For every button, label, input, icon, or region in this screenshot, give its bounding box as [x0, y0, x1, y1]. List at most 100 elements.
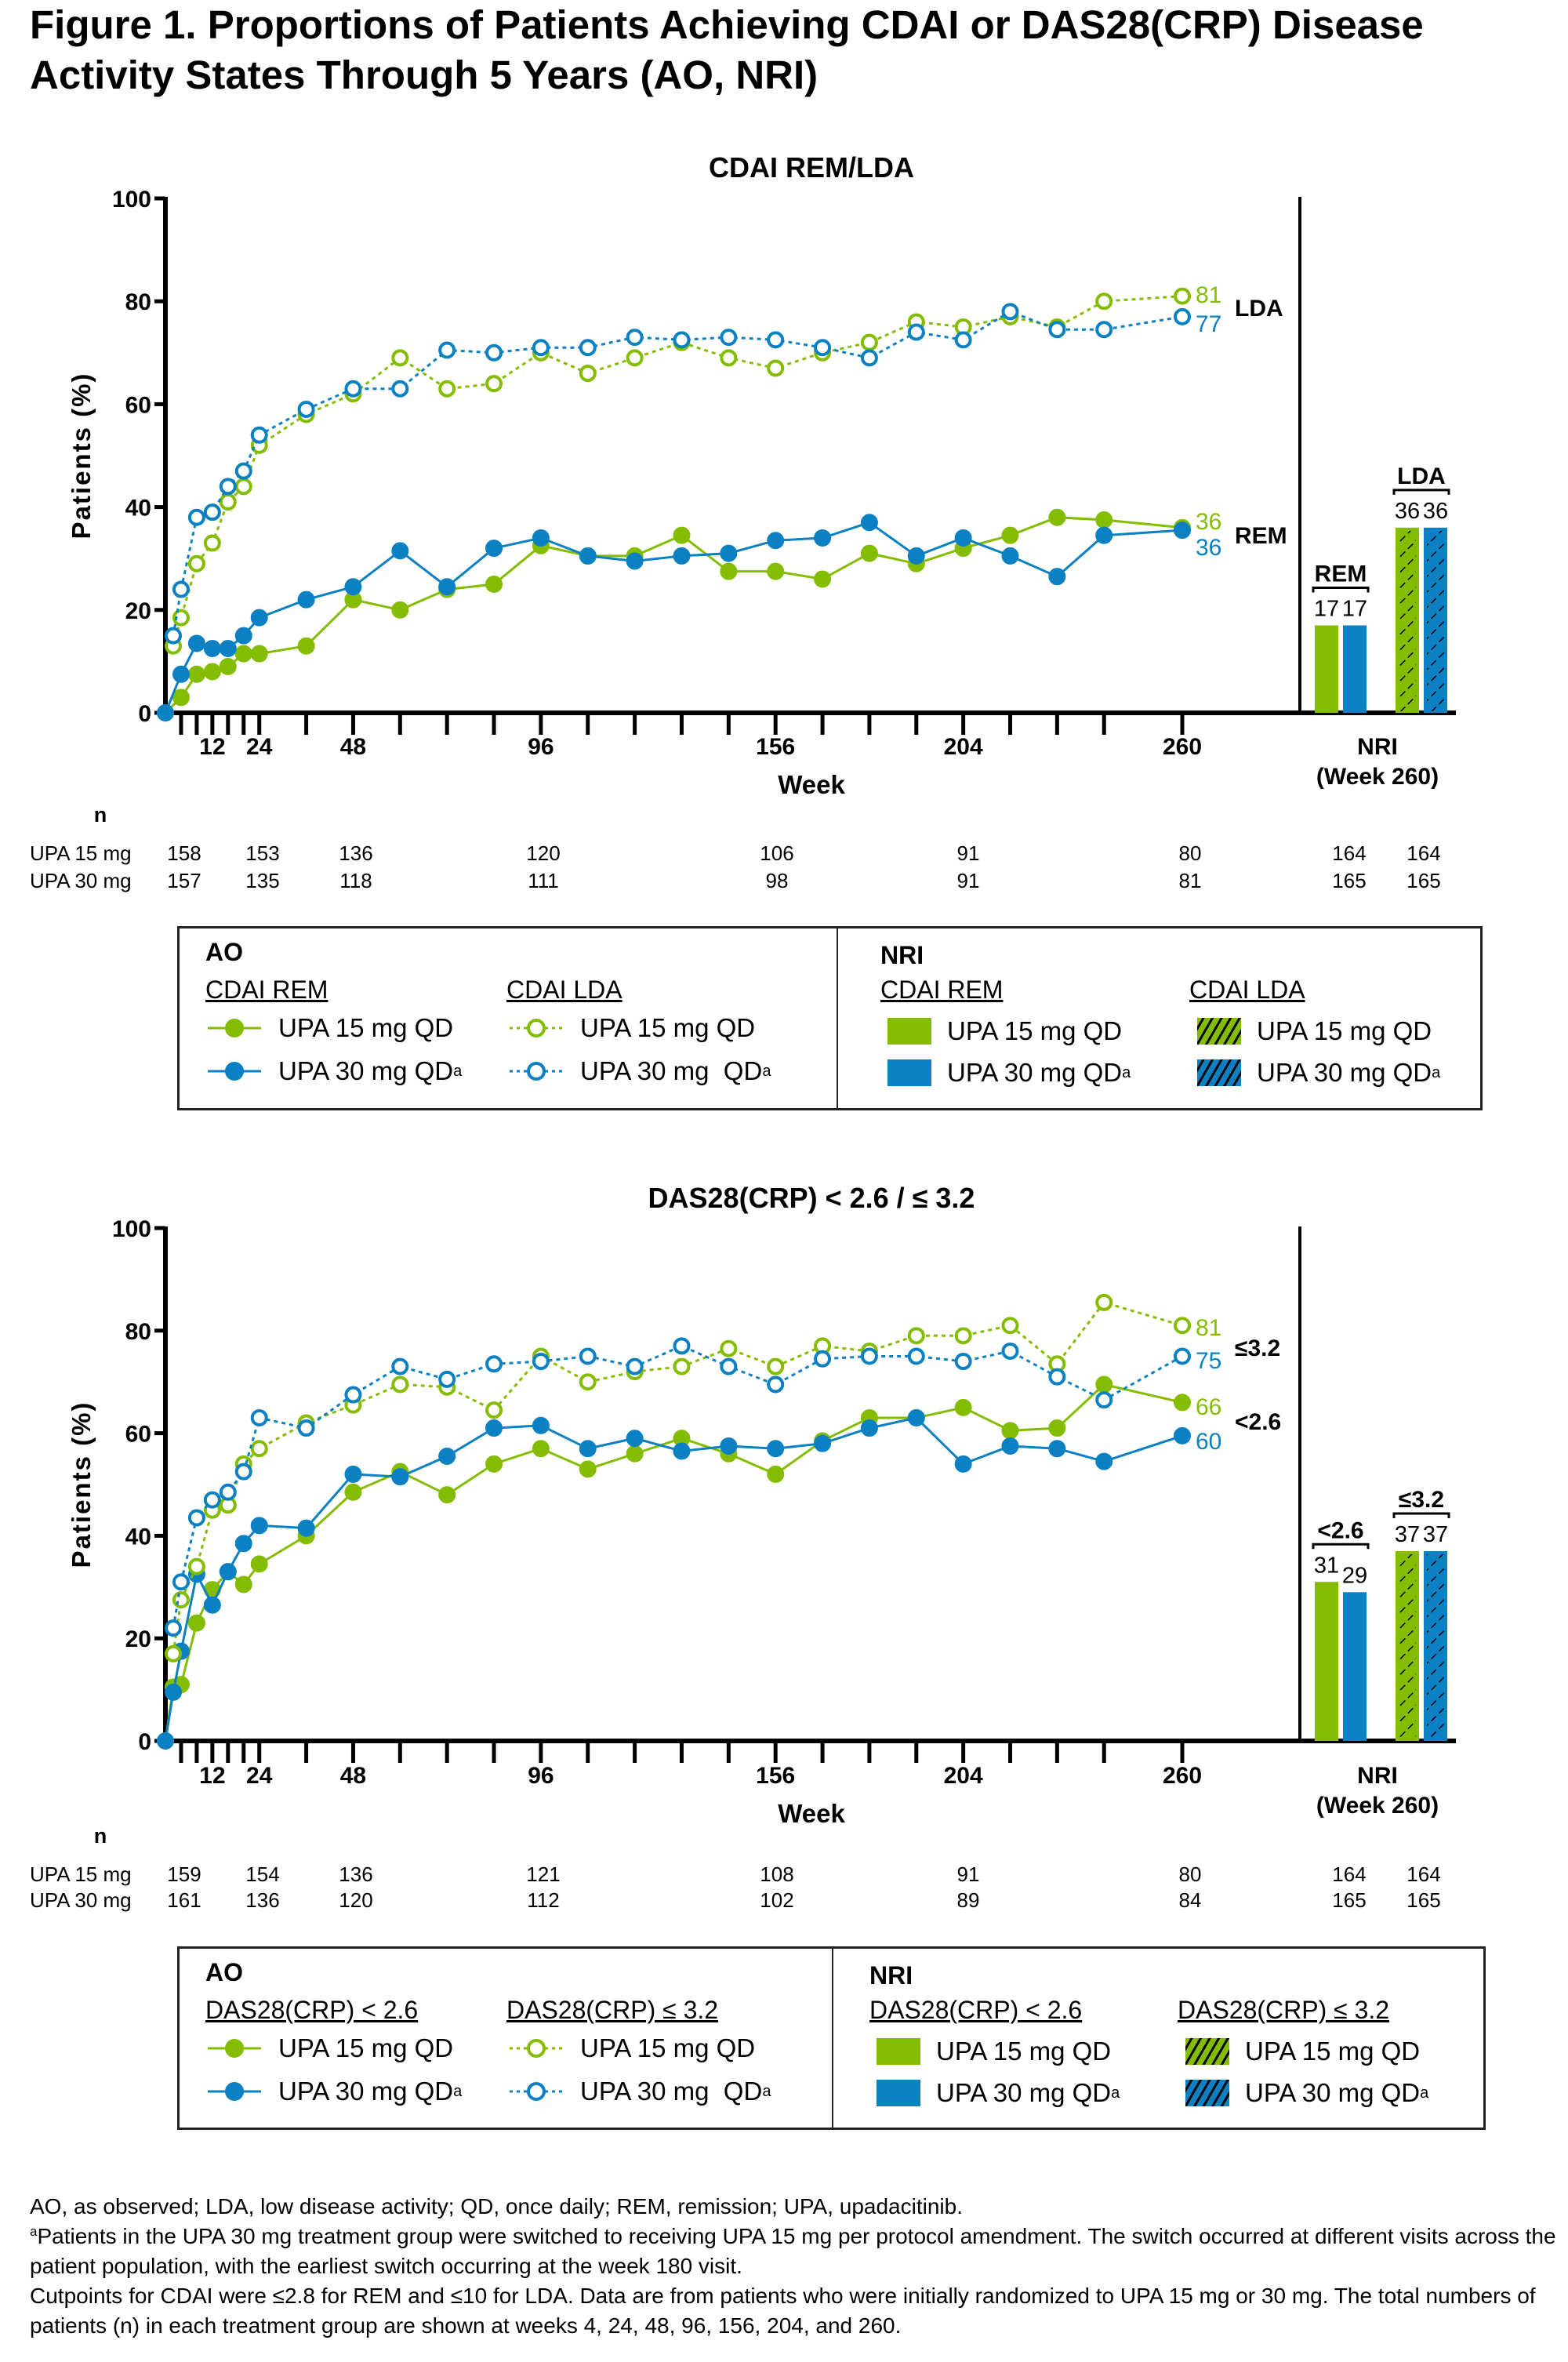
footnote-abbreviations: AO, as observed; LDA, low disease activi…	[30, 2194, 963, 2218]
data-point	[438, 1370, 456, 1388]
data-point	[1095, 1375, 1113, 1394]
data-point	[250, 645, 268, 663]
data-point	[767, 562, 785, 580]
legend-label: UPA 30 mg QD	[936, 2078, 1112, 2107]
nri-axis-sublabel: (Week 260)	[1316, 1793, 1439, 1819]
data-point	[1048, 508, 1066, 526]
x-axis-label: Week	[778, 1799, 845, 1828]
end-value-label: 60	[1196, 1429, 1221, 1455]
data-point	[860, 349, 878, 367]
y-tick-label: 40	[125, 1524, 151, 1550]
data-point	[234, 478, 252, 496]
end-value-label: 77	[1196, 311, 1221, 337]
legend-item-nri-lt26-15: UPA 15 mg QD	[877, 2037, 1111, 2066]
data-point	[1001, 547, 1019, 565]
filled-circle-line-icon	[203, 2080, 266, 2103]
open-circle-dotted-line-icon	[505, 1016, 568, 1040]
series-group-label: LDA	[1235, 296, 1283, 322]
legend-ao-rem-header: CDAI REM	[205, 976, 328, 1004]
data-point	[297, 590, 315, 609]
data-point	[1174, 1347, 1191, 1365]
data-point	[219, 640, 237, 657]
data-point	[1001, 1342, 1019, 1360]
x-tick-label: 156	[756, 734, 795, 760]
series-cdai-rem-upa30	[157, 514, 1191, 721]
data-point	[187, 1509, 205, 1527]
nri-bar	[1315, 625, 1338, 713]
nri-group-label: LDA	[1397, 463, 1446, 489]
nri-bar-value: 17	[1342, 596, 1367, 621]
n-value: 153	[245, 841, 279, 865]
x-tick-label: 204	[944, 1763, 983, 1789]
data-point	[767, 331, 785, 349]
data-point	[344, 578, 362, 596]
data-point	[297, 637, 315, 655]
n-value: 136	[339, 1862, 372, 1886]
nri-bar-value: 37	[1423, 1522, 1448, 1547]
nri-group-bracket	[1392, 489, 1450, 495]
legend-label: UPA 15 mg QD	[580, 1013, 756, 1042]
data-point	[438, 1448, 456, 1466]
data-point	[164, 1619, 182, 1637]
legend-item-ao-rem-15: UPA 15 mg QD	[203, 1013, 453, 1043]
data-point	[172, 580, 190, 598]
nri-bar-value: 37	[1395, 1522, 1420, 1547]
y-tick-label: 0	[138, 1729, 151, 1755]
n-nri-value: 164	[1406, 1862, 1440, 1886]
nri-group-label: ≤3.2	[1399, 1487, 1444, 1513]
series-cdai-lda-upa15	[164, 287, 1191, 655]
nri-group-bracket	[1392, 1512, 1450, 1519]
legend-label: UPA 15 mg QD	[278, 2033, 454, 2062]
data-point	[907, 1327, 925, 1345]
nri-bar-hatch	[1399, 530, 1416, 711]
data-point	[673, 331, 691, 349]
n-value: 120	[339, 1888, 372, 1912]
data-point	[391, 1357, 409, 1375]
data-point	[1095, 1391, 1113, 1409]
data-point	[1095, 526, 1113, 544]
data-point	[626, 329, 644, 347]
x-tick-label: 12	[199, 734, 225, 760]
data-point	[579, 339, 597, 357]
legend-label: UPA 30 mg QD	[1257, 1058, 1432, 1087]
data-point	[187, 1557, 205, 1575]
data-point	[172, 1573, 190, 1591]
data-point	[219, 1483, 237, 1501]
y-tick-label: 40	[125, 496, 151, 521]
n-nri-value: 165	[1406, 1888, 1440, 1912]
legend-label: UPA 15 mg QD	[947, 1016, 1123, 1045]
series-group-label: REM	[1235, 523, 1287, 549]
data-point	[1174, 307, 1191, 325]
n-value: 154	[245, 1862, 279, 1886]
chart-title: DAS28(CRP) < 2.6 / ≤ 3.2	[648, 1182, 975, 1214]
x-tick-label: 12	[199, 1763, 225, 1789]
data-point	[532, 1353, 550, 1371]
legend-item-ao-lda-15: UPA 15 mg QD	[505, 1013, 755, 1043]
data-point	[532, 1416, 550, 1434]
legend-nri-header: NRI	[869, 1961, 913, 1990]
data-point	[219, 657, 237, 675]
legend-label: UPA 15 mg QD	[1257, 1016, 1432, 1045]
data-point	[250, 609, 268, 627]
data-point	[954, 1353, 972, 1371]
data-point	[720, 544, 738, 562]
legend-item-nri-lt26-30: UPA 30 mg QD a	[877, 2078, 1120, 2108]
n-value: 121	[526, 1862, 560, 1886]
data-point	[234, 1463, 252, 1481]
y-tick-label: 0	[138, 701, 151, 727]
data-point	[485, 1355, 503, 1373]
n-value: 136	[339, 841, 372, 865]
data-point	[172, 609, 190, 627]
data-point	[344, 1483, 362, 1501]
data-point	[1174, 521, 1191, 540]
n-nri-value: 164	[1406, 841, 1440, 865]
data-point	[954, 529, 972, 547]
data-point	[344, 1465, 362, 1483]
n-value: 80	[1179, 1862, 1202, 1886]
legend-item-ao-lt26-30: UPA 30 mg QD a	[203, 2077, 462, 2106]
legend-item-nri-rem-15: UPA 15 mg QD	[887, 1016, 1122, 1046]
nri-bar-hatch	[1427, 530, 1444, 711]
data-point	[1095, 511, 1113, 529]
legend-item-nri-lda-15: UPA 15 mg QD	[1197, 1016, 1432, 1046]
series-line	[172, 310, 1183, 636]
